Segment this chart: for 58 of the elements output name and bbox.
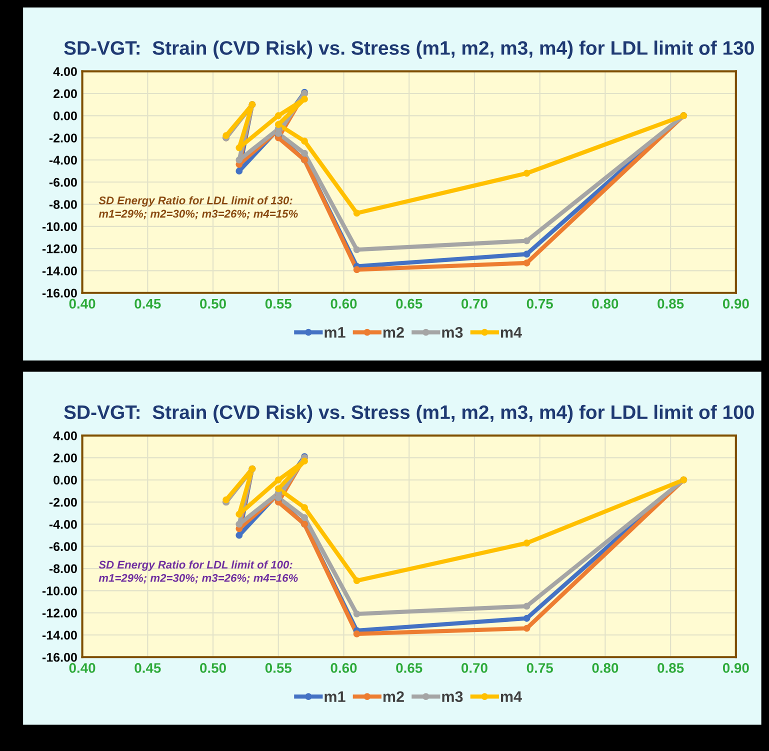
y-tick-label: 2.00 bbox=[54, 89, 77, 98]
y-tick-label: -4.00 bbox=[49, 520, 77, 529]
y-tick-label: 2.00 bbox=[54, 454, 77, 462]
x-tick-label: 0.40 bbox=[69, 663, 96, 673]
y-tick-label: -8.00 bbox=[49, 564, 77, 574]
y-tick-label: -16.00 bbox=[42, 652, 77, 662]
y-tick-label: -16.00 bbox=[42, 288, 77, 298]
y-tick-label: -6.00 bbox=[49, 542, 77, 552]
annotation: m1=29%; m2=30%; m3=26%; m4=15% bbox=[98, 210, 298, 220]
legend-label: m2 bbox=[383, 326, 404, 338]
y-tick-label: -14.00 bbox=[42, 630, 77, 640]
x-tick-label: 0.65 bbox=[396, 298, 422, 309]
x-tick-label: 0.75 bbox=[526, 663, 553, 673]
y-tick-label: -6.00 bbox=[49, 178, 77, 187]
x-tick-label: 0.90 bbox=[722, 663, 749, 673]
legend-label: m1 bbox=[324, 327, 346, 338]
legend-label: m2 bbox=[383, 691, 404, 702]
x-tick-label: 0.55 bbox=[265, 298, 292, 309]
x-tick-label: 0.90 bbox=[722, 298, 749, 309]
legend-label: m3 bbox=[442, 326, 463, 338]
y-tick-label: -4.00 bbox=[49, 156, 77, 165]
x-tick-label: 0.60 bbox=[330, 663, 357, 673]
x-tick-label: 0.85 bbox=[658, 663, 684, 673]
y-tick-label: -2.00 bbox=[49, 498, 77, 507]
y-tick-label: -10.00 bbox=[42, 586, 77, 596]
y-tick-label: 4.00 bbox=[53, 431, 77, 440]
x-tick-label: 0.85 bbox=[658, 298, 684, 309]
legend-label: m4 bbox=[500, 691, 522, 702]
x-tick-label: 0.45 bbox=[134, 663, 161, 673]
y-tick-label: -2.00 bbox=[49, 134, 77, 142]
annotation: m1=29%; m2=30%; m3=26%; m4=16% bbox=[98, 574, 298, 584]
x-tick-label: 0.80 bbox=[592, 663, 618, 673]
y-tick-label: -12.00 bbox=[42, 608, 77, 618]
y-tick-label: 4.00 bbox=[53, 67, 77, 76]
chart-title: SD-VGT: Strain (CVD Risk) vs. Stress (m1, m2, m3, m4) for LDL limit of 100 bbox=[64, 404, 754, 423]
x-tick-label: 0.70 bbox=[462, 663, 488, 673]
x-tick-label: 0.45 bbox=[134, 298, 161, 309]
x-tick-label: 0.50 bbox=[200, 298, 226, 309]
y-tick-label: 0.00 bbox=[54, 111, 77, 120]
legend-label: m3 bbox=[442, 691, 463, 702]
x-tick-label: 0.70 bbox=[462, 298, 488, 309]
legend-label: m4 bbox=[500, 327, 522, 338]
y-tick-label: -12.00 bbox=[42, 244, 77, 254]
x-tick-label: 0.75 bbox=[526, 298, 553, 309]
x-tick-label: 0.80 bbox=[592, 298, 618, 309]
x-tick-label: 0.50 bbox=[200, 663, 226, 673]
y-tick-label: -8.00 bbox=[49, 200, 77, 209]
chart-title: SD-VGT: Strain (CVD Risk) vs. Stress (m1, m2, m3, m4) for LDL limit of 130 bbox=[64, 40, 754, 59]
annotation: SD Energy Ratio for LDL limit of 100: bbox=[98, 560, 292, 571]
x-tick-label: 0.40 bbox=[69, 298, 96, 309]
x-tick-label: 0.65 bbox=[396, 663, 422, 673]
annotation: SD Energy Ratio for LDL limit of 130: bbox=[98, 196, 292, 207]
y-tick-label: 0.00 bbox=[54, 476, 77, 485]
y-tick-label: -14.00 bbox=[42, 266, 77, 276]
legend-label: m1 bbox=[324, 691, 346, 702]
x-tick-label: 0.55 bbox=[265, 663, 292, 673]
y-tick-label: -10.00 bbox=[42, 222, 77, 232]
x-tick-label: 0.60 bbox=[330, 298, 357, 309]
